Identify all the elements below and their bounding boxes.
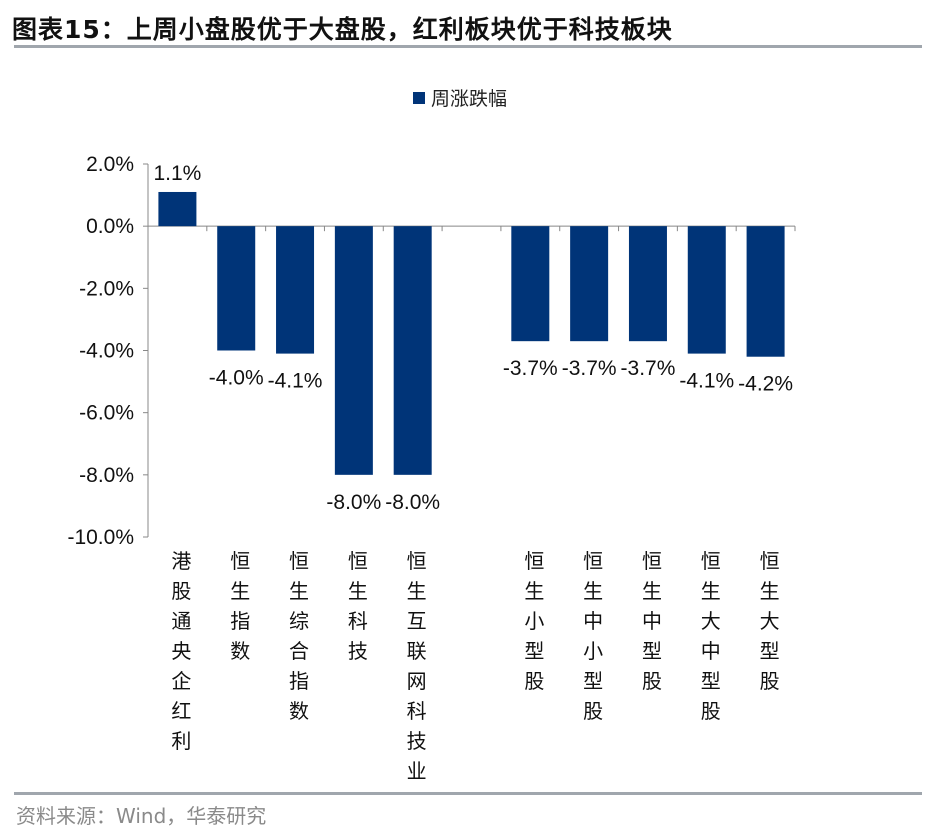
bar [746, 226, 785, 357]
y-tick-label: -4.0% [79, 340, 134, 363]
y-tick-label: -10.0% [67, 526, 134, 549]
category-label: 恒生综合指数 [289, 549, 309, 723]
y-tick-label: -6.0% [79, 402, 134, 425]
y-tick-label: -8.0% [79, 464, 134, 487]
legend-label: 周涨跌幅 [431, 88, 508, 110]
category-label: 恒生科技 [348, 549, 368, 663]
data-label: -4.1% [679, 370, 734, 393]
bar [158, 191, 197, 227]
data-label: -4.0% [209, 367, 264, 390]
category-label: 港股通央企红利 [171, 549, 191, 753]
y-tick-label: 0.0% [86, 215, 134, 238]
data-label: 1.1% [153, 162, 201, 185]
y-tick-label: -2.0% [79, 277, 134, 300]
category-label: 恒生中型股 [642, 549, 662, 693]
data-label: -4.2% [738, 373, 793, 396]
category-label: 恒生中小型股 [583, 549, 603, 723]
title-divider [14, 45, 922, 48]
category-label: 恒生大型股 [760, 549, 780, 693]
data-label: -4.1% [268, 370, 323, 393]
source-divider [14, 792, 922, 795]
data-label: -3.7% [621, 357, 676, 380]
chart-title: 图表15：上周小盘股优于大盘股，红利板块优于科技板块 [12, 15, 673, 44]
category-label: 恒生互联网科技业 [407, 549, 427, 783]
bar [276, 226, 315, 354]
bar [687, 226, 726, 354]
data-label: -8.0% [385, 491, 440, 514]
category-label: 恒生小型股 [524, 549, 544, 693]
bar [217, 226, 256, 351]
legend-swatch [413, 91, 425, 104]
bar [628, 226, 667, 342]
bar [570, 226, 609, 342]
legend: 周涨跌幅 [413, 84, 507, 111]
category-label: 恒生大中型股 [701, 549, 721, 723]
bar [393, 226, 432, 475]
y-tick-label: 2.0% [86, 153, 134, 176]
data-label: -3.7% [503, 357, 558, 380]
data-label: -3.7% [562, 357, 617, 380]
bar-chart: 2.0% 0.0% -2.0% -4.0% -6.0% -8.0% -10.0% 1.1% 港股… [67, 153, 796, 783]
data-label: -8.0% [326, 491, 381, 514]
bar [334, 226, 373, 475]
bar [511, 226, 550, 342]
source-note: 资料来源：Wind，华泰研究 [16, 804, 267, 828]
category-label: 恒生指数 [230, 549, 250, 663]
